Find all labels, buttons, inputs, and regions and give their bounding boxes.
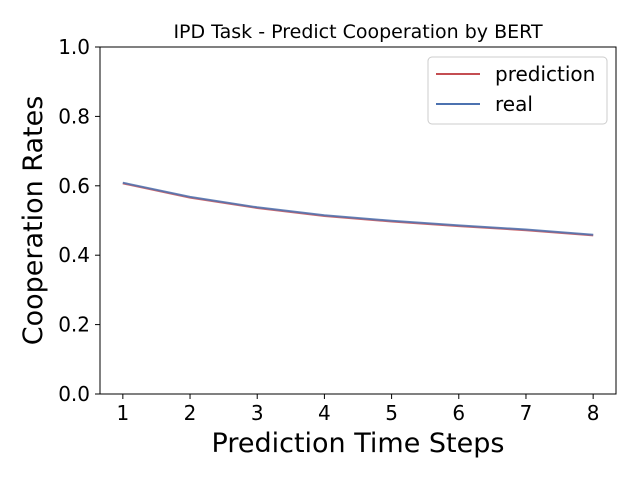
y-axis: 0.0 0.2 0.4 0.6 0.8 1.0 bbox=[58, 35, 100, 406]
x-tick-label: 3 bbox=[251, 401, 264, 425]
plot-frame bbox=[99, 46, 617, 395]
x-tick-label: 8 bbox=[587, 401, 600, 425]
plot-area bbox=[122, 181, 594, 237]
y-tick-label: 0.0 bbox=[58, 382, 90, 406]
y-axis-label: Cooperation Rates bbox=[18, 96, 49, 346]
x-axis-label: Prediction Time Steps bbox=[212, 428, 505, 459]
series-line-prediction bbox=[122, 182, 594, 237]
x-tick-label: 6 bbox=[452, 401, 465, 425]
legend: prediction real bbox=[427, 56, 608, 125]
y-tick-label: 0.6 bbox=[58, 174, 90, 198]
x-tick-label: 7 bbox=[520, 401, 533, 425]
x-axis: 1 2 3 4 5 6 7 8 bbox=[116, 394, 600, 425]
legend-label-prediction: prediction bbox=[495, 62, 595, 86]
y-tick-label: 0.8 bbox=[58, 104, 90, 128]
y-tick-label: 0.2 bbox=[58, 313, 90, 337]
x-tick-label: 1 bbox=[116, 401, 129, 425]
y-tick-label: 1.0 bbox=[58, 35, 90, 59]
x-tick-label: 4 bbox=[318, 401, 331, 425]
series-line-real bbox=[122, 181, 594, 236]
x-tick-label: 5 bbox=[385, 401, 398, 425]
chart-title: IPD Task - Predict Cooperation by BERT bbox=[173, 21, 543, 43]
x-tick-label: 2 bbox=[184, 401, 197, 425]
y-tick-label: 0.4 bbox=[58, 243, 90, 267]
legend-label-real: real bbox=[495, 92, 533, 116]
